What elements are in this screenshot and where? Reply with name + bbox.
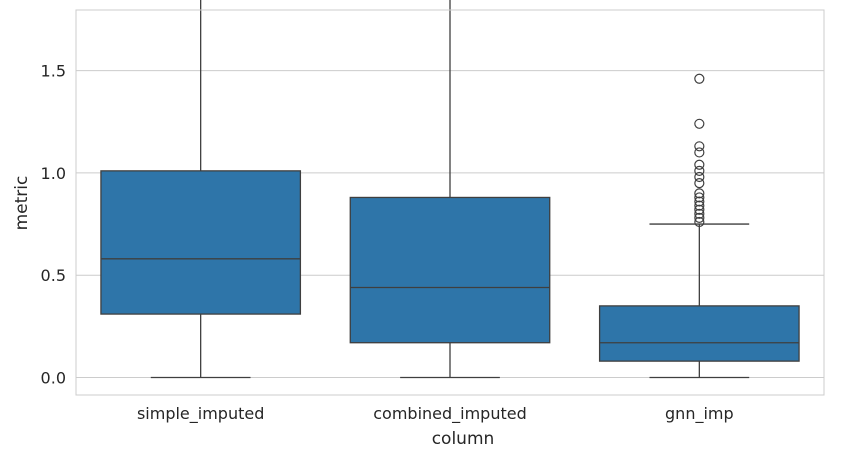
outlier-point xyxy=(694,212,705,224)
box-group xyxy=(349,0,551,379)
outlier-point xyxy=(694,208,705,219)
outlier-point xyxy=(694,196,705,207)
outlier-point xyxy=(694,216,705,228)
y-tick-label: 0.0 xyxy=(41,369,66,388)
outlier-point xyxy=(694,159,705,170)
outlier-point xyxy=(694,171,705,183)
outlier-point xyxy=(694,141,705,152)
y-axis-label: metric xyxy=(12,176,32,231)
iqr-box xyxy=(100,170,302,315)
plot-frame xyxy=(75,9,825,396)
outlier-point xyxy=(694,118,705,129)
x-tick-label: gnn_imp xyxy=(665,404,734,424)
x-axis-label: column xyxy=(432,429,495,449)
iqr-box xyxy=(349,196,551,344)
y-tick-label: 1.0 xyxy=(41,164,66,183)
x-tick-label: combined_imputed xyxy=(373,404,527,424)
x-tick-label: simple_imputed xyxy=(137,404,264,424)
outlier-point xyxy=(694,200,705,211)
outlier-point xyxy=(694,165,705,176)
outlier-point xyxy=(694,204,705,215)
box-group xyxy=(598,73,800,379)
outlier-point xyxy=(694,192,705,203)
outlier-point xyxy=(694,147,705,158)
tick-layer: 0.00.51.01.52.02.53.03.5simple_imputedco… xyxy=(41,62,734,424)
outlier-point xyxy=(694,188,705,199)
y-tick-label: 1.5 xyxy=(41,62,66,81)
iqr-box xyxy=(598,305,800,362)
y-tick-label: 0.5 xyxy=(41,266,66,285)
box-layer xyxy=(100,0,800,379)
box-group xyxy=(100,0,302,379)
outlier-point xyxy=(694,73,705,84)
outlier-point xyxy=(694,178,705,189)
